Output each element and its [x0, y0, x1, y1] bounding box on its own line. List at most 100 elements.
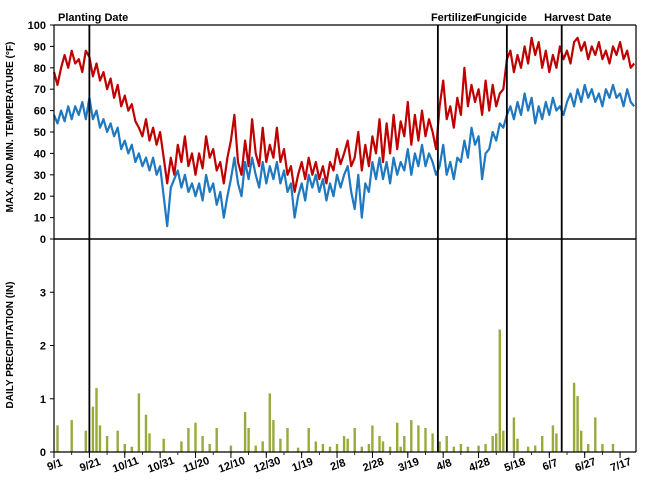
precipitation-bar [254, 445, 257, 452]
temp-tick-label: 10 [34, 213, 46, 225]
precipitation-bar [512, 417, 516, 452]
temp-tick-label: 20 [34, 191, 46, 203]
temperature-axis-label: MAX. AND MIN. TEMPERATURE (°F) [5, 42, 16, 213]
precipitation-bar [555, 433, 558, 452]
precipitation-bar [459, 444, 463, 452]
precipitation-bar [594, 417, 597, 452]
precipitation-bar [477, 445, 480, 452]
precipitation-bar [286, 428, 289, 452]
precipitation-bar [247, 428, 250, 452]
precipitation-bar [431, 433, 434, 452]
precipitation-bar [580, 430, 583, 452]
precipitation-bar [95, 388, 98, 452]
max-temperature-line [52, 36, 636, 193]
precipitation-bar [215, 428, 218, 452]
precipitation-bar [417, 425, 420, 452]
event-label: Harvest Date [544, 12, 611, 24]
precipitation-bar [403, 436, 406, 452]
precipitation-bar [105, 436, 109, 452]
precipitation-bar [91, 406, 95, 452]
precipitation-bar [194, 422, 197, 452]
temp-tick-label: 70 [34, 84, 46, 96]
precipitation-bar [410, 420, 413, 452]
x-tick-label: 2/28 [361, 456, 385, 475]
precipitation-bar [572, 382, 576, 452]
x-tick-label: 9/21 [78, 456, 102, 475]
precipitation-bar [116, 430, 119, 452]
precipitation-panel [56, 329, 615, 452]
precipitation-bar [388, 446, 392, 452]
precipitation-bar [98, 425, 102, 452]
precipitation-bar [611, 444, 615, 452]
x-tick-label: 6/7 [541, 457, 559, 474]
precipitation-bar [587, 444, 590, 452]
precipitation-bar [502, 430, 505, 452]
precipitation-bar [534, 445, 537, 452]
temperature-panel [52, 36, 636, 228]
precipitation-bar [541, 436, 544, 452]
precipitation-axis-label: DAILY PRECIPITATION (IN) [5, 282, 16, 409]
precipitation-bar [438, 441, 441, 452]
precip-tick-label: 3 [40, 287, 46, 299]
x-tick-label: 3/19 [397, 456, 421, 475]
x-tick-label: 11/20 [182, 455, 211, 475]
precipitation-bar [526, 446, 530, 452]
precipitation-bar [187, 428, 190, 452]
precipitation-bar [70, 420, 73, 452]
precipitation-bar [279, 438, 282, 452]
event-label: Planting Date [58, 12, 128, 24]
temp-tick-label: 0 [40, 234, 46, 246]
precipitation-bar [367, 444, 371, 452]
precipitation-bar [208, 444, 211, 452]
precip-tick-label: 0 [40, 447, 46, 459]
event-label: Fungicide [475, 12, 527, 24]
precipitation-bar [307, 428, 310, 452]
x-tick-label: 2/8 [329, 457, 347, 474]
x-tick-label: 10/11 [111, 455, 140, 475]
precipitation-bar [424, 428, 427, 452]
precipitation-bar [56, 425, 59, 452]
temp-tick-label: 100 [28, 20, 46, 32]
precipitation-bar [346, 438, 349, 452]
x-tick-label: 7/17 [609, 456, 633, 475]
precipitation-bar [84, 430, 87, 452]
x-tick-label: 9/1 [46, 457, 64, 474]
precipitation-bar [342, 436, 346, 452]
x-tick-label: 6/27 [574, 456, 598, 475]
precipitation-bar [335, 444, 339, 452]
temp-tick-label: 80 [34, 63, 46, 75]
precipitation-bar [144, 414, 148, 452]
precipitation-bar [261, 441, 264, 452]
x-tick-label: 10/31 [146, 455, 176, 476]
precipitation-bar [378, 436, 381, 452]
precipitation-bar [452, 446, 455, 452]
min-temperature-line [52, 83, 636, 228]
precipitation-bar [137, 393, 141, 452]
precipitation-bar [576, 396, 579, 452]
x-tick-label: 1/19 [291, 456, 315, 475]
precipitation-bar [381, 441, 385, 452]
x-tick-label: 12/30 [252, 455, 282, 476]
precipitation-bar [243, 412, 247, 452]
precipitation-bar [272, 420, 275, 452]
precip-tick-label: 1 [40, 394, 46, 406]
precipitation-bar [162, 438, 165, 452]
precipitation-bar [296, 447, 300, 452]
precipitation-bar [399, 446, 402, 452]
precipitation-bar [360, 446, 363, 452]
temp-tick-label: 60 [34, 106, 46, 118]
precipitation-bar [201, 436, 204, 452]
precipitation-bar [268, 393, 271, 452]
precipitation-bar [516, 438, 519, 452]
precipitation-bar [229, 445, 233, 452]
temp-tick-label: 30 [34, 170, 46, 182]
event-label: Fertilizer [431, 12, 478, 24]
precipitation-bar [484, 444, 487, 452]
precipitation-bar [371, 425, 374, 452]
precipitation-bar [491, 436, 494, 452]
precipitation-bar [495, 433, 498, 452]
x-tick-label: 5/18 [503, 456, 527, 475]
precipitation-bar [130, 446, 133, 452]
